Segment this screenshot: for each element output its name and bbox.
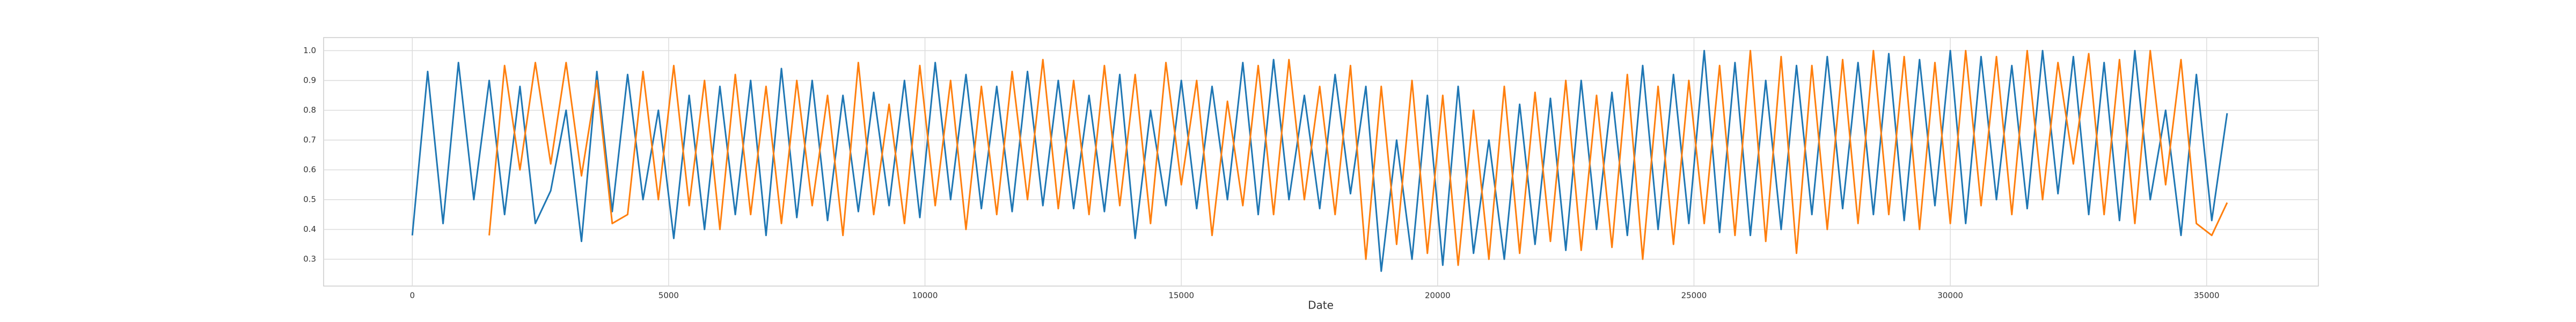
y-tick-label: 0.8 [303,105,316,115]
plot-frame [323,37,2319,287]
x-tick-label: 35000 [2194,291,2220,301]
line-series [411,49,2228,272]
x-axis-label: Date [1308,299,1334,312]
x-tick-label: 5000 [658,291,679,301]
y-tick-label: 1.0 [303,46,316,55]
line-series [488,49,2228,266]
y-tick-label: 0.7 [303,135,316,144]
x-tick-label: 30000 [1937,291,1963,301]
x-tick-label: 15000 [1168,291,1194,301]
y-tick-label: 0.3 [303,254,316,264]
y-tick-label: 0.4 [303,224,316,234]
x-tick-label: 10000 [912,291,938,301]
y-tick-label: 0.5 [303,195,316,204]
y-tick-label: 0.6 [303,165,316,174]
y-tick-label: 0.9 [303,75,316,85]
x-tick-label: 20000 [1425,291,1451,301]
x-tick-label: 0 [409,291,415,301]
x-tick-label: 25000 [1681,291,1707,301]
